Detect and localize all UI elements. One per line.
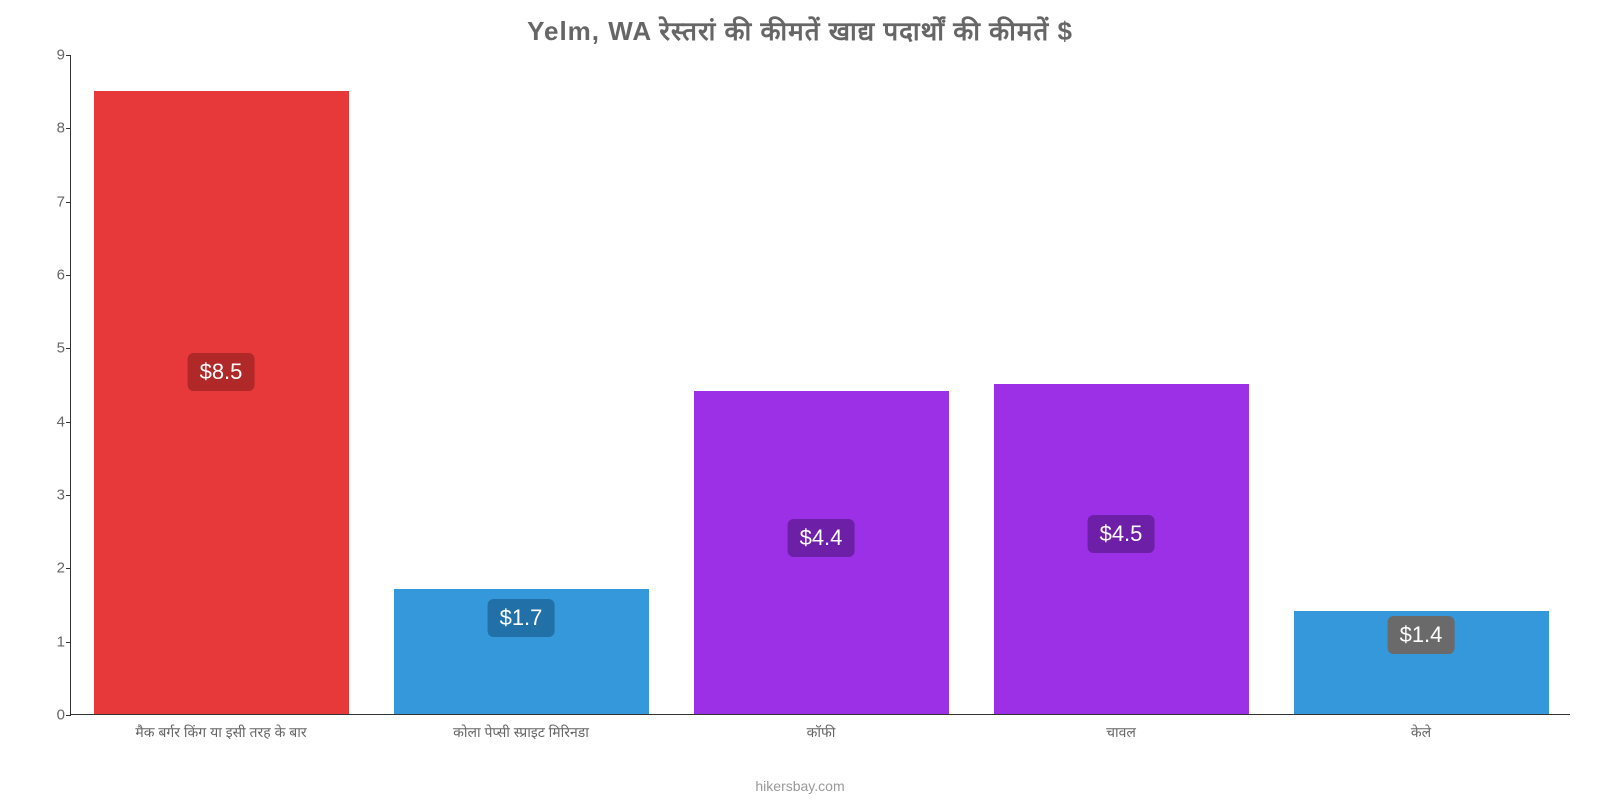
x-category-label: कॉफी: [807, 723, 836, 742]
y-tick-mark: [66, 128, 71, 129]
x-category-label: मैक बर्गर किंग या इसी तरह के बार: [135, 723, 306, 742]
y-tick-label: 2: [41, 560, 65, 577]
y-tick-mark: [66, 715, 71, 716]
y-tick-label: 1: [41, 633, 65, 650]
x-category-label: कोला पेप्सी स्प्राइट मिरिनडा: [453, 723, 589, 742]
x-category-label: केले: [1411, 723, 1431, 742]
y-tick-mark: [66, 348, 71, 349]
y-tick-label: 6: [41, 267, 65, 284]
y-tick-mark: [66, 422, 71, 423]
bar-value-badge-wrap: $8.5: [188, 353, 255, 391]
y-tick-label: 7: [41, 193, 65, 210]
chart-title: Yelm, WA रेस्तरां की कीमतें खाद्य पदार्थ…: [0, 0, 1600, 48]
bar-value-badge: $4.5: [1088, 515, 1155, 553]
y-tick-label: 0: [41, 707, 65, 724]
bar-value-badge: $8.5: [188, 353, 255, 391]
y-tick-mark: [66, 642, 71, 643]
bar-value-badge: $1.7: [488, 599, 555, 637]
y-tick-mark: [66, 495, 71, 496]
y-tick-mark: [66, 55, 71, 56]
y-tick-mark: [66, 202, 71, 203]
bar-value-badge-wrap: $4.4: [788, 519, 855, 557]
y-tick-label: 9: [41, 47, 65, 64]
plot-area: 0123456789$8.5मैक बर्गर किंग या इसी तरह …: [70, 55, 1570, 715]
y-tick-label: 8: [41, 120, 65, 137]
bar-value-badge: $1.4: [1388, 616, 1455, 654]
x-category-label: चावल: [1106, 723, 1136, 742]
y-tick-label: 5: [41, 340, 65, 357]
y-tick-mark: [66, 568, 71, 569]
y-tick-label: 3: [41, 487, 65, 504]
bar-value-badge-wrap: $4.5: [1088, 515, 1155, 553]
y-tick-label: 4: [41, 413, 65, 430]
bar-value-badge: $4.4: [788, 519, 855, 557]
y-tick-mark: [66, 275, 71, 276]
bar: [94, 91, 349, 714]
chart-container: 0123456789$8.5मैक बर्गर किंग या इसी तरह …: [40, 55, 1570, 745]
bar-value-badge-wrap: $1.4: [1388, 616, 1455, 654]
bar-value-badge-wrap: $1.7: [488, 599, 555, 637]
chart-footer: hikersbay.com: [0, 778, 1600, 794]
